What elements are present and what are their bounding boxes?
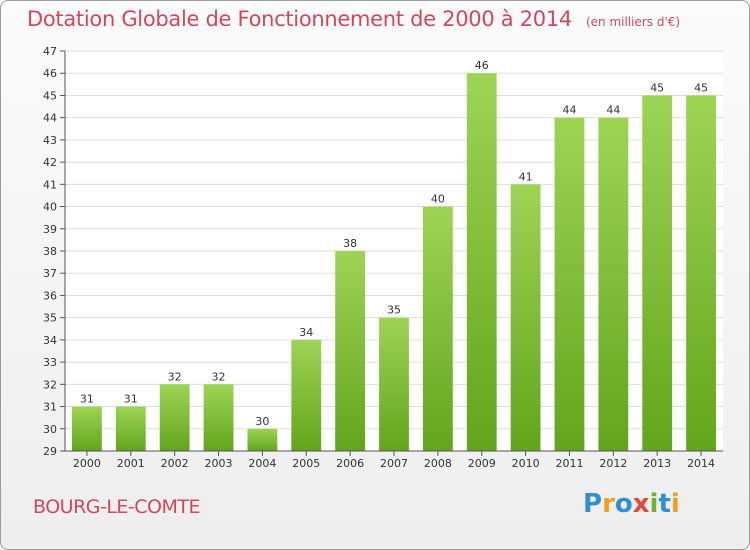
y-tick-label: 38 <box>43 245 57 258</box>
bar <box>554 117 585 452</box>
data-label: 44 <box>606 104 620 117</box>
bar <box>379 317 409 451</box>
commune-name: BOURG-LE-COMTE <box>33 496 201 518</box>
bar <box>72 406 102 451</box>
y-tick-label: 39 <box>43 223 57 236</box>
y-tick-label: 40 <box>43 201 57 214</box>
proxiti-logo: Proxiti <box>583 489 680 519</box>
x-tick-label: 2000 <box>73 457 101 470</box>
y-tick-label: 36 <box>43 289 57 302</box>
y-tick-label: 29 <box>43 445 57 458</box>
x-tick-label: 2001 <box>117 457 145 470</box>
bar <box>510 184 541 452</box>
chart-title: Dotation Globale de Fonctionnement de 20… <box>27 7 680 31</box>
chart-title-text: Dotation Globale de Fonctionnement de 20… <box>27 7 572 31</box>
bar <box>335 251 366 451</box>
bar <box>203 384 234 451</box>
y-tick-label: 47 <box>43 45 57 58</box>
data-label: 31 <box>124 393 138 406</box>
x-tick-label: 2003 <box>205 457 233 470</box>
x-tick-label: 2005 <box>292 457 320 470</box>
data-label: 44 <box>562 104 576 117</box>
y-tick-label: 43 <box>43 134 57 147</box>
y-tick-label: 44 <box>43 112 57 125</box>
x-tick-label: 2012 <box>599 457 627 470</box>
x-tick-label: 2007 <box>380 457 408 470</box>
data-label: 30 <box>255 415 269 428</box>
bar <box>291 339 322 451</box>
data-label: 38 <box>343 237 357 250</box>
bar <box>422 206 453 451</box>
logo-letter: i <box>670 489 680 519</box>
y-tick-label: 33 <box>43 356 57 369</box>
x-tick-label: 2006 <box>336 457 364 470</box>
logo-letter: x <box>632 489 650 519</box>
data-label: 45 <box>650 81 664 94</box>
data-label: 45 <box>694 81 708 94</box>
data-label: 41 <box>519 170 533 183</box>
data-label: 32 <box>212 370 226 383</box>
y-tick-label: 31 <box>43 401 57 414</box>
y-tick-label: 41 <box>43 178 57 191</box>
y-tick-label: 37 <box>43 267 57 280</box>
data-label: 46 <box>475 59 489 72</box>
logo-letter: o <box>614 489 633 519</box>
x-tick-label: 2002 <box>161 457 189 470</box>
y-tick-label: 42 <box>43 156 57 169</box>
bar <box>466 73 497 451</box>
logo-letter: P <box>583 489 603 519</box>
bar <box>598 117 629 452</box>
x-tick-label: 2013 <box>643 457 671 470</box>
y-tick-label: 32 <box>43 378 57 391</box>
x-tick-label: 2004 <box>248 457 276 470</box>
bar <box>159 384 190 451</box>
data-label: 34 <box>299 326 313 339</box>
x-tick-label: 2008 <box>424 457 452 470</box>
data-label: 31 <box>80 393 94 406</box>
x-tick-label: 2010 <box>512 457 540 470</box>
chart-unit: (en milliers d'€) <box>585 15 681 29</box>
y-tick-label: 46 <box>43 67 57 80</box>
x-tick-label: 2011 <box>555 457 583 470</box>
x-tick-label: 2009 <box>468 457 496 470</box>
y-tick-label: 35 <box>43 312 57 325</box>
y-tick-label: 30 <box>43 423 57 436</box>
y-tick-label: 45 <box>43 89 57 102</box>
data-label: 40 <box>431 193 445 206</box>
bar <box>642 95 673 451</box>
logo-letter: r <box>602 489 615 519</box>
bar <box>115 406 146 451</box>
bar <box>247 428 278 451</box>
bar <box>686 95 716 451</box>
logo-letter: i <box>649 489 659 519</box>
data-label: 35 <box>387 304 401 317</box>
logo-letter: t <box>658 489 671 519</box>
x-tick-label: 2014 <box>687 457 715 470</box>
y-tick-label: 34 <box>43 334 57 347</box>
data-label: 32 <box>168 370 182 383</box>
